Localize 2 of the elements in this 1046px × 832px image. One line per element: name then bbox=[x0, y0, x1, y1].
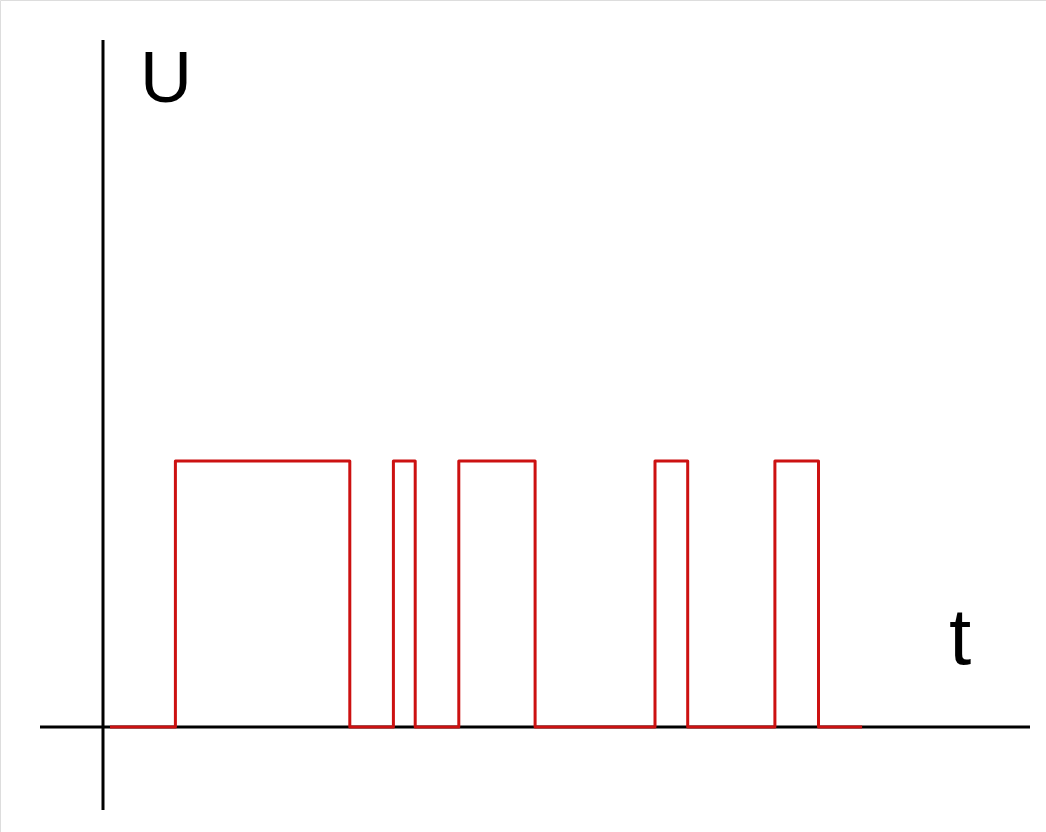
y-axis-title: U bbox=[140, 37, 192, 117]
x-axis-title: t bbox=[948, 592, 972, 681]
